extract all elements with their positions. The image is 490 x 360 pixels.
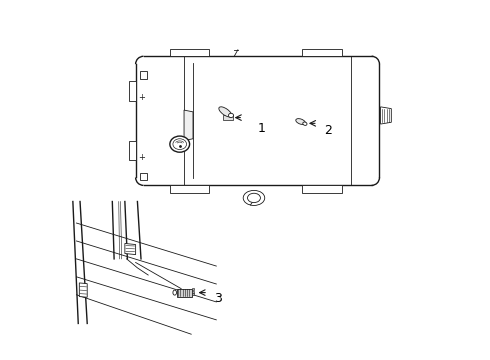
Polygon shape — [170, 185, 209, 193]
Text: +: + — [138, 93, 145, 102]
FancyBboxPatch shape — [129, 50, 386, 192]
Ellipse shape — [173, 139, 187, 149]
Polygon shape — [129, 140, 136, 160]
Polygon shape — [125, 243, 136, 255]
Bar — [192, 293, 195, 295]
Bar — [140, 71, 147, 78]
Ellipse shape — [173, 290, 176, 295]
Text: 2: 2 — [324, 124, 332, 137]
Polygon shape — [79, 283, 87, 297]
Polygon shape — [302, 49, 342, 56]
Polygon shape — [302, 185, 342, 193]
Polygon shape — [381, 107, 392, 124]
Ellipse shape — [296, 119, 305, 125]
Ellipse shape — [243, 190, 265, 206]
Text: 1: 1 — [258, 122, 266, 135]
Bar — [192, 291, 195, 293]
Polygon shape — [184, 110, 193, 140]
Ellipse shape — [170, 136, 190, 152]
Ellipse shape — [228, 113, 234, 118]
Polygon shape — [170, 49, 209, 56]
Bar — [192, 288, 195, 290]
Bar — [140, 173, 147, 180]
FancyBboxPatch shape — [136, 56, 379, 185]
Polygon shape — [223, 116, 233, 120]
Polygon shape — [129, 81, 136, 101]
Text: +: + — [138, 153, 145, 162]
Polygon shape — [177, 289, 192, 297]
Text: 3: 3 — [215, 292, 222, 305]
Ellipse shape — [219, 107, 232, 117]
Ellipse shape — [303, 122, 307, 125]
Ellipse shape — [247, 193, 260, 203]
